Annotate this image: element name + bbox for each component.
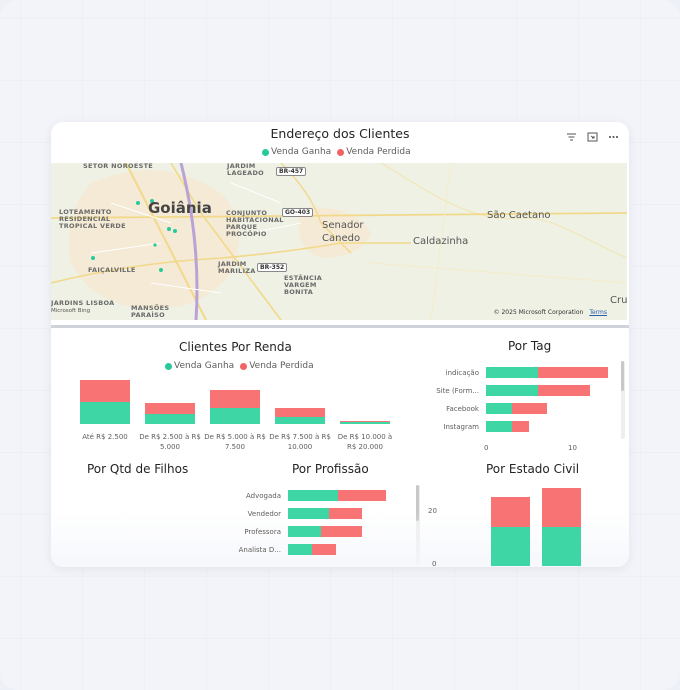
renda-bar-ganha [80, 402, 130, 424]
legend-dot-green [165, 362, 172, 370]
legend-dot-red [337, 148, 345, 156]
tag-category-label: Site (Form... [436, 387, 479, 395]
bing-logo: Microsoft Bing [51, 308, 91, 314]
estado-civil-tick-0: 0 [432, 560, 437, 567]
map-label-jardim-lageado: JARDIM LAGEADO [227, 163, 264, 177]
map-title: Endereço dos Clientes [270, 126, 410, 141]
estado-civil-bar-perdida [491, 497, 530, 527]
renda-bar-perdida [210, 390, 260, 408]
road-shield-br352: BR-352 [257, 263, 288, 272]
map-label-caldazinha: Caldazinha [413, 236, 469, 247]
renda-bar-ganha [145, 414, 195, 424]
section-divider [51, 325, 629, 328]
profissao-category-label: Advogada [246, 492, 281, 500]
legend-dot-red [240, 362, 248, 370]
map-label-estancia: ESTÂNCIA VARGEM BONITA [284, 274, 323, 296]
filhos-chart-title: Por Qtd de Filhos [87, 462, 189, 476]
renda-legend: Venda Ganha Venda Perdida [165, 361, 314, 371]
tag-bar-ganha [486, 367, 539, 378]
renda-bar-ganha [340, 422, 390, 424]
filter-icon[interactable] [566, 132, 577, 145]
tag-tick-10: 10 [568, 444, 577, 452]
estado-civil-bar-perdida [542, 488, 581, 527]
tag-bar-ganha [486, 385, 539, 396]
renda-category-label: Até R$ 2.500 [82, 433, 128, 441]
tag-scrollbar-thumb[interactable] [621, 361, 624, 391]
road-shield-go403: GO-403 [282, 208, 314, 217]
profissao-bar-perdida [329, 508, 362, 519]
tag-chart-title: Por Tag [508, 339, 552, 353]
renda-category-label: De R$ 2.500 à R$ 5.000 [139, 433, 201, 451]
tag-scrollbar-track[interactable] [621, 361, 625, 439]
renda-bar-perdida [340, 421, 390, 422]
renda-bar-ganha [210, 408, 260, 424]
profissao-bar-ganha [288, 490, 338, 501]
estado-civil-tick-20: 20 [428, 507, 437, 515]
legend-dot-green [262, 148, 269, 156]
tag-category-label: Facebook [446, 405, 479, 413]
more-options-icon[interactable] [608, 132, 619, 145]
tag-bar-perdida [538, 385, 591, 396]
tag-bar-perdida [512, 403, 547, 414]
renda-category-label: De R$ 5.000 à R$ 7.500 [204, 433, 266, 451]
legend-item-venda-perdida[interactable]: Venda Perdida [337, 147, 411, 157]
renda-bar-perdida [275, 408, 325, 417]
visual-toolbar [566, 132, 619, 145]
profissao-bar-ganha [288, 508, 329, 519]
tag-bar-ganha [486, 421, 513, 432]
profissao-bar-ganha [288, 544, 312, 555]
tag-tick-0: 0 [484, 444, 489, 452]
map-roads [51, 163, 627, 320]
map-label-goiania: Goiânia [148, 199, 212, 217]
focus-mode-icon[interactable] [587, 132, 598, 145]
profissao-bar-perdida [312, 544, 336, 555]
renda-category-label: De R$ 10.000 à R$ 20.000 [337, 433, 393, 451]
map-label-sao-caetano: São Caetano [487, 210, 551, 221]
tag-category-label: indicação [445, 369, 479, 377]
map-copyright: © 2025 Microsoft Corporation Terms [493, 309, 607, 316]
map-label-loteamento: LOTEAMENTO RESIDENCIAL TROPICAL VERDE [59, 208, 126, 230]
terms-link[interactable]: Terms [589, 309, 607, 316]
map-legend: Venda Ganha Venda Perdida [262, 147, 411, 157]
map-label-setor-noroeste: SETOR NOROESTE [83, 163, 154, 170]
map-label-mansoes: MANSÕES PARAÍSO [131, 304, 170, 319]
profissao-category-label: Vendedor [247, 510, 281, 518]
profissao-category-label: Analista D... [238, 546, 281, 554]
renda-bar-ganha [275, 417, 325, 424]
tag-category-label: Instagram [443, 423, 479, 431]
renda-bar-perdida [80, 380, 130, 402]
profissao-scrollbar-thumb[interactable] [416, 485, 419, 521]
estado-civil-bar-ganha [542, 527, 581, 566]
map-label-jardins-lisboa: JARDINS LISBOA [51, 299, 115, 307]
profissao-category-label: Professora [244, 528, 281, 536]
renda-bar-perdida [145, 403, 195, 414]
tag-bar-perdida [538, 367, 608, 378]
profissao-chart-title: Por Profissão [292, 462, 369, 476]
map-label-conjunto: CONJUNTO HABITACIONAL PARQUE PROCÓPIO [226, 209, 284, 238]
tag-bar-ganha [486, 403, 513, 414]
legend-item-venda-perdida[interactable]: Venda Perdida [240, 361, 314, 371]
estado-civil-bar-ganha [491, 527, 530, 566]
map-label-faicalville: FAIÇALVILLE [88, 266, 136, 274]
profissao-bar-perdida [338, 490, 386, 501]
map-label-jardim-mariliza: JARDIM MARILIZA [218, 260, 256, 275]
map-label-cru: Cru [610, 295, 627, 306]
profissao-bar-ganha [288, 526, 321, 537]
legend-item-venda-ganha[interactable]: Venda Ganha [262, 147, 331, 157]
profissao-bar-perdida [321, 526, 362, 537]
legend-item-venda-ganha[interactable]: Venda Ganha [165, 361, 234, 371]
tag-bar-perdida [512, 421, 530, 432]
report-page: Endereço dos Clientes Venda Ganha Venda … [51, 122, 629, 567]
renda-category-label: De R$ 7.500 à R$ 10.000 [269, 433, 331, 451]
map-label-senador-canedo: Senador Canedo [322, 220, 364, 244]
estado-civil-chart-title: Por Estado Civil [486, 462, 580, 476]
renda-chart-title: Clientes Por Renda [179, 340, 292, 354]
road-shield-br457: BR-457 [276, 167, 307, 176]
map-canvas[interactable]: SETOR NOROESTE JARDIM LAGEADO LOTEAMENTO… [51, 163, 627, 320]
